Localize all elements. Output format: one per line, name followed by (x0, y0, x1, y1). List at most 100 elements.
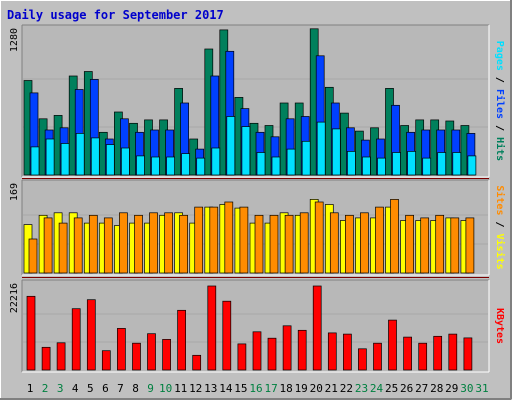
bar-kbytes-day-10 (162, 339, 171, 371)
bar-kbytes-day-3 (56, 342, 66, 371)
bar-kbytes-day-1 (26, 295, 36, 371)
bar-sites-day-1 (28, 238, 38, 274)
day-label-13: 13 (204, 382, 217, 395)
bar-kbytes-day-12 (192, 354, 202, 371)
day-label-4: 4 (72, 382, 79, 395)
bar-kbytes-day-6 (101, 350, 111, 371)
day-label-14: 14 (219, 382, 233, 395)
bar-kbytes-day-8 (132, 342, 141, 371)
bar-kbytes-day-7 (117, 328, 126, 371)
bar-kbytes-day-11 (177, 309, 186, 371)
day-label-16: 16 (249, 382, 262, 395)
day-label-19: 19 (295, 382, 308, 395)
bar-pages-day-28 (437, 152, 447, 176)
bar-pages-day-3 (60, 143, 70, 176)
bar-kbytes-day-24 (373, 342, 382, 371)
bar-sites-day-11 (179, 214, 188, 274)
bar-kbytes-day-15 (237, 343, 247, 371)
bar-pages-day-16 (256, 152, 266, 176)
legend-part: Visits (494, 234, 506, 270)
day-label-17: 17 (264, 382, 277, 395)
day-label-30: 30 (460, 382, 473, 395)
bar-sites-day-27 (420, 217, 430, 274)
bar-sites-day-10 (164, 212, 173, 274)
bar-pages-day-25 (392, 152, 401, 176)
legend-part: / (494, 215, 505, 233)
bar-sites-day-4 (73, 217, 83, 274)
bar-pages-day-8 (136, 155, 145, 176)
bar-sites-day-14 (224, 201, 234, 274)
bar-kbytes-day-5 (86, 299, 96, 371)
bar-sites-day-6 (103, 217, 113, 274)
bar-pages-day-5 (90, 137, 100, 176)
bar-sites-day-22 (345, 214, 354, 274)
day-label-24: 24 (370, 382, 384, 395)
bar-kbytes-day-25 (388, 319, 397, 371)
bar-kbytes-day-27 (418, 342, 428, 371)
bar-pages-day-23 (362, 156, 371, 176)
bar-pages-day-29 (452, 152, 462, 176)
bar-sites-day-15 (239, 206, 249, 274)
bar-sites-day-7 (119, 212, 128, 274)
day-label-6: 6 (102, 382, 109, 395)
bar-pages-day-19 (301, 140, 311, 176)
bar-kbytes-day-19 (297, 329, 307, 371)
bar-pages-day-18 (286, 148, 296, 176)
bar-pages-day-27 (422, 157, 432, 176)
bar-kbytes-day-2 (41, 346, 51, 371)
panel-legend-label: Pages / Files / Hits (494, 41, 506, 161)
day-label-11: 11 (174, 382, 187, 395)
panel-visits: 169 Sites / Visits (9, 179, 506, 276)
bar-kbytes-day-26 (403, 336, 412, 371)
bar-kbytes-day-13 (207, 285, 217, 371)
panel-ymax-label: 22216 (9, 283, 20, 313)
legend-part: Files (494, 89, 506, 119)
chart-panels: 1280 Pages / Files / Hits 169 Sites / Visit… (9, 24, 506, 373)
day-label-28: 28 (430, 382, 443, 395)
bar-pages-day-22 (347, 151, 356, 176)
bar-pages-day-14 (226, 116, 236, 176)
day-label-26: 26 (400, 382, 413, 395)
chart-title: Daily usage for September 2017 (7, 8, 224, 22)
bar-sites-day-21 (329, 212, 339, 274)
day-label-10: 10 (159, 382, 172, 395)
day-label-9: 9 (147, 382, 154, 395)
bar-pages-day-17 (271, 156, 281, 176)
panel-legend-label: Sites / Visits (494, 185, 506, 269)
bar-sites-day-19 (299, 212, 309, 274)
bar-kbytes-day-29 (448, 333, 458, 371)
legend-part: KBytes (494, 308, 505, 344)
panel-ymax-label: 1280 (9, 28, 20, 52)
day-label-21: 21 (325, 382, 338, 395)
day-label-22: 22 (340, 382, 353, 395)
bar-sites-day-18 (284, 214, 294, 274)
bar-sites-day-2 (43, 217, 53, 274)
bar-pages-day-7 (121, 147, 130, 176)
bar-pages-day-1 (30, 146, 40, 176)
legend-part: / (494, 119, 505, 137)
bar-pages-day-6 (105, 144, 115, 176)
bar-pages-day-26 (407, 151, 416, 176)
day-label-1: 1 (27, 382, 34, 395)
legend-part: Pages (494, 41, 505, 71)
day-label-5: 5 (87, 382, 94, 395)
day-label-20: 20 (310, 382, 323, 395)
panel-ymax-label: 169 (9, 183, 20, 201)
bar-sites-day-29 (450, 217, 460, 274)
day-axis: 1 2 3 4 5 6 7 8 9 10 11 12 13 14 15 16 17 18 19 20 21 22 23 24 2… (27, 382, 489, 395)
bar-sites-day-8 (134, 214, 143, 274)
bar-pages-day-30 (467, 155, 477, 176)
bar-sites-day-9 (149, 212, 158, 274)
bar-sites-day-28 (435, 214, 445, 274)
bar-kbytes-day-9 (147, 333, 156, 371)
bar-sites-day-12 (194, 206, 204, 274)
day-label-27: 27 (415, 382, 428, 395)
bar-kbytes-day-18 (282, 325, 292, 371)
day-label-7: 7 (117, 382, 124, 395)
bar-pages-day-11 (181, 153, 190, 176)
bar-pages-day-4 (75, 133, 85, 176)
bar-pages-day-10 (166, 156, 175, 176)
legend-part: Hits (494, 137, 506, 161)
panel-kbytes: 22216 KBytes (9, 279, 505, 373)
bar-sites-day-26 (405, 214, 414, 274)
